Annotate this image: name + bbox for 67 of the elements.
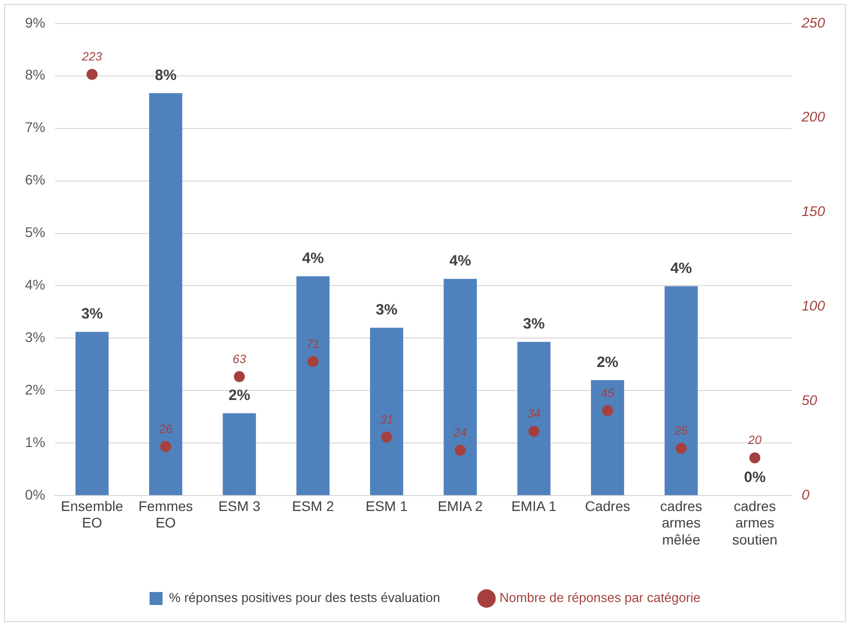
y-tick-label: 7% [25, 119, 46, 136]
y-tick-label: 6% [25, 172, 46, 188]
bar [75, 332, 109, 496]
data-label: 2% [228, 386, 250, 404]
data-label: 63 [232, 352, 246, 366]
x-tick-label: ESM 1 [366, 498, 408, 514]
data-label: 223 [81, 50, 102, 64]
bar [149, 93, 182, 496]
point [528, 426, 540, 437]
x-tick-label: Ensemble EO [60, 498, 124, 531]
x-tick-label: EMIA 1 [511, 498, 557, 514]
bar [222, 413, 256, 496]
data-label: 4% [670, 260, 692, 277]
data-label: 34 [527, 406, 541, 421]
y-tick-label: 3% [25, 329, 46, 346]
data-label: 3% [376, 301, 398, 318]
point [602, 405, 614, 416]
x-tick-label: ESM 2 [292, 498, 334, 514]
data-label: 3% [523, 316, 545, 333]
y2-tick-label: 100 [802, 298, 826, 314]
bar [664, 286, 698, 496]
point [160, 440, 172, 452]
point [234, 371, 245, 382]
point [381, 432, 392, 443]
legend-label: % réponses positives pour des tests évaluation [169, 590, 440, 606]
data-label: 4% [449, 252, 472, 270]
y-tick-label: 8% [25, 66, 46, 83]
data-label: 45 [600, 386, 615, 400]
bar [370, 328, 404, 496]
y-tick-label: 0% [25, 486, 46, 502]
data-label: 71 [306, 336, 320, 351]
point [86, 68, 98, 80]
data-label: 0% [744, 469, 766, 486]
y2-tick-label: 200 [800, 108, 826, 125]
data-label: 31 [380, 412, 394, 426]
y2-tick-label: 50 [802, 392, 818, 408]
x-tick-label: cadres armes soutien [732, 498, 778, 548]
y2-tick-label: 0 [802, 486, 810, 502]
y-tick-label: 4% [25, 276, 46, 293]
data-label: 4% [302, 250, 324, 267]
point [454, 444, 466, 456]
data-label: 3% [81, 306, 103, 323]
bar [590, 380, 624, 496]
y2-tick-label: 150 [802, 203, 826, 220]
bar [517, 342, 550, 496]
y2-tick-label: 250 [800, 14, 826, 30]
point [676, 442, 687, 454]
data-label: 2% [596, 354, 618, 371]
x-tick-label: Femmes EO [138, 498, 193, 531]
data-label: 8% [154, 66, 177, 84]
point [307, 356, 318, 367]
y-tick-label: 1% [25, 434, 46, 450]
bar [444, 278, 477, 496]
x-tick-label: ESM 3 [218, 498, 261, 514]
legend-label: Nombre de réponses par catégorie [500, 590, 700, 606]
y-tick-label: 9% [25, 14, 46, 30]
x-tick-label: EMIA 2 [438, 498, 484, 514]
data-label: 24 [452, 426, 468, 440]
bar [296, 276, 330, 496]
y-tick-label: 5% [25, 224, 46, 240]
x-tick-label: cadres armes mêlée [660, 498, 702, 548]
y-tick-label: 2% [25, 382, 46, 398]
data-label: 25 [674, 424, 688, 438]
point [749, 452, 760, 464]
data-label: 20 [747, 433, 762, 448]
data-label: 26 [158, 422, 173, 436]
x-tick-label: Cadres [584, 498, 630, 514]
